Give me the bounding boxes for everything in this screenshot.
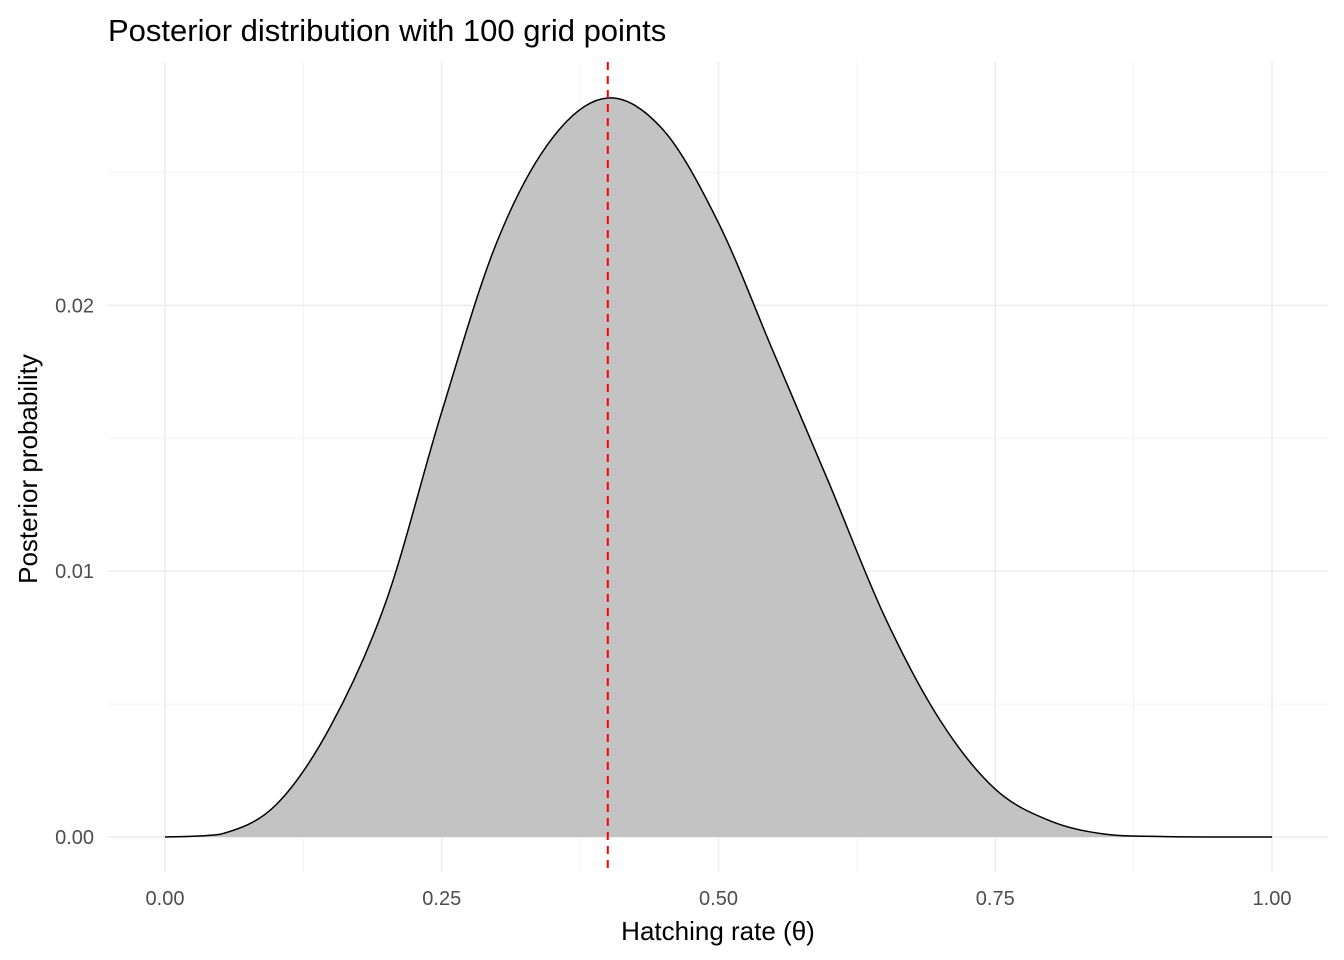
x-axis-ticks: 0.00 0.25 0.50 0.75 1.00	[146, 888, 1292, 910]
x-tick-label: 0.50	[699, 888, 738, 910]
y-axis-ticks: 0.00 0.01 0.02	[55, 295, 94, 849]
y-tick-label: 0.00	[55, 827, 94, 849]
x-tick-label: 1.00	[1253, 888, 1292, 910]
x-axis-title: Hatching rate (θ)	[621, 916, 815, 946]
x-tick-label: 0.75	[976, 888, 1015, 910]
y-axis-title: Posterior probability	[13, 354, 43, 584]
chart-title: Posterior distribution with 100 grid poi…	[108, 13, 666, 48]
x-tick-label: 0.25	[422, 888, 461, 910]
y-tick-label: 0.02	[55, 295, 94, 317]
y-tick-label: 0.01	[55, 561, 94, 583]
posterior-line	[164, 97, 1272, 838]
area-layer	[164, 97, 1272, 838]
posterior-area	[165, 97, 1272, 837]
x-tick-label: 0.00	[146, 888, 185, 910]
